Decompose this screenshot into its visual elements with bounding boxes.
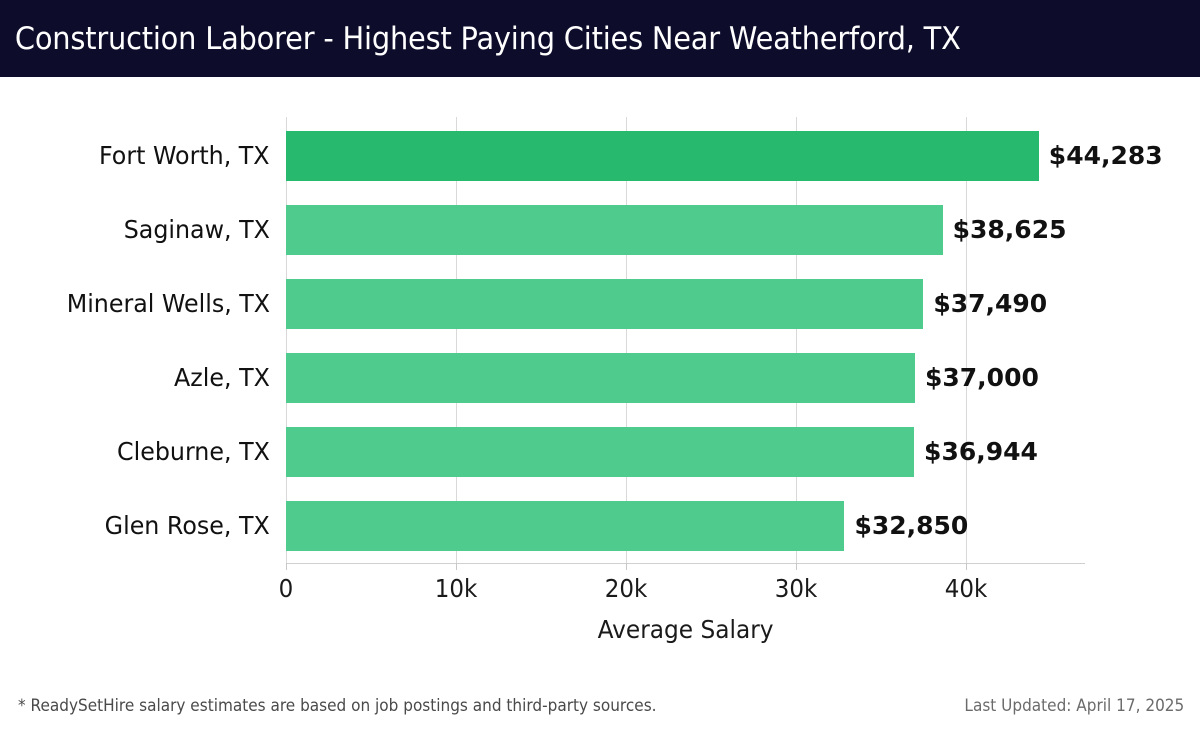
- bar[interactable]: [286, 427, 915, 477]
- last-updated-text: Last Updated: April 17, 2025: [964, 696, 1184, 716]
- x-tick-mark: [626, 563, 627, 570]
- bar[interactable]: [286, 353, 915, 403]
- bar-row: Fort Worth, TX $44,283: [0, 131, 1200, 181]
- bar[interactable]: [286, 205, 943, 255]
- bar[interactable]: [286, 501, 845, 551]
- x-axis-line: [286, 563, 1085, 564]
- bar-value-label: $44,283: [1048, 141, 1163, 170]
- bar-value-label: $36,944: [924, 437, 1038, 466]
- bar[interactable]: [286, 131, 1039, 181]
- bar-row: Saginaw, TX $38,625: [0, 205, 1200, 255]
- gridline: [796, 117, 797, 563]
- x-tick-label: 0: [278, 574, 294, 603]
- category-label: Mineral Wells, TX: [66, 289, 270, 318]
- x-tick-label: 30k: [774, 574, 818, 603]
- bar-row: Glen Rose, TX $32,850: [0, 501, 1200, 551]
- x-tick-label: 10k: [434, 574, 478, 603]
- bar-row: Mineral Wells, TX $37,490: [0, 279, 1200, 329]
- bar-value-label: $37,000: [925, 363, 1039, 392]
- category-label: Cleburne, TX: [117, 437, 270, 466]
- x-tick-mark: [456, 563, 457, 570]
- gridline: [626, 117, 627, 563]
- x-tick-label: 40k: [944, 574, 988, 603]
- gridline: [966, 117, 967, 563]
- bar-row: Azle, TX $37,000: [0, 353, 1200, 403]
- gridline: [286, 117, 287, 563]
- x-tick-label: 20k: [604, 574, 648, 603]
- chart-footer: * ReadySetHire salary estimates are base…: [0, 696, 1200, 740]
- bar-value-label: $37,490: [933, 289, 1048, 318]
- category-label: Azle, TX: [174, 363, 270, 392]
- page-title: Construction Laborer - Highest Paying Ci…: [14, 20, 961, 57]
- category-label: Fort Worth, TX: [99, 141, 270, 170]
- category-label: Glen Rose, TX: [104, 511, 270, 540]
- category-label: Saginaw, TX: [123, 215, 270, 244]
- x-tick-mark: [796, 563, 797, 570]
- bar-value-label: $32,850: [854, 511, 969, 540]
- x-tick-mark: [966, 563, 967, 570]
- x-axis-title: Average Salary: [286, 615, 1085, 644]
- bar-row: Cleburne, TX $36,944: [0, 427, 1200, 477]
- bar-value-label: $38,625: [952, 215, 1067, 244]
- gridline: [456, 117, 457, 563]
- plot-area: 0 10k 20k 30k 40k Fort Worth, TX $44,283 Sagin…: [0, 77, 1200, 672]
- x-axis-title-text: Average Salary: [597, 615, 774, 644]
- chart-header: Construction Laborer - Highest Paying Ci…: [0, 0, 1200, 77]
- x-tick-mark: [286, 563, 287, 570]
- footnote-text: * ReadySetHire salary estimates are base…: [18, 696, 657, 716]
- bar[interactable]: [286, 279, 924, 329]
